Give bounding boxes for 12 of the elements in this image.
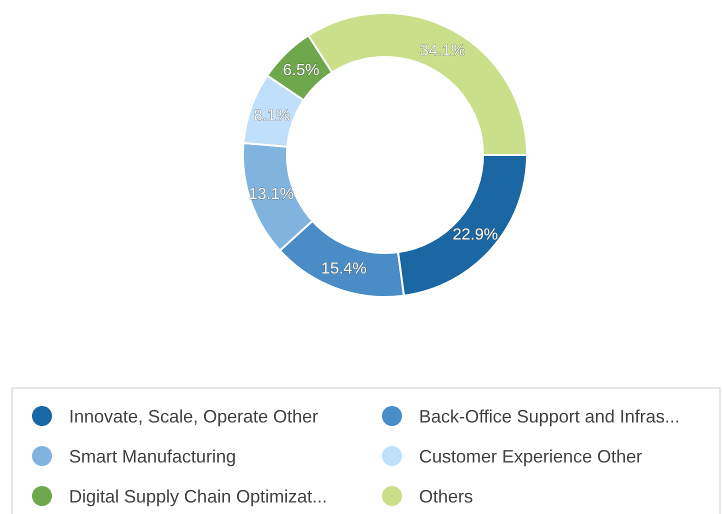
- data-label: 6.5%: [282, 62, 320, 79]
- legend-label: Smart Manufacturing: [69, 446, 236, 466]
- data-label: 34.1%: [420, 42, 466, 60]
- data-label: 13.1%: [248, 186, 294, 204]
- data-label: 15.4%: [321, 260, 367, 278]
- legend-label: Innovate, Scale, Operate Other: [69, 406, 318, 426]
- legend-label: Digital Supply Chain Optimizat...: [69, 486, 328, 506]
- legend-label: Others: [419, 486, 474, 506]
- data-label: 22.9%: [452, 226, 498, 244]
- legend-label: Back-Office Support and Infras...: [419, 406, 680, 426]
- legend-label: Customer Experience Other: [419, 446, 642, 466]
- data-label: 8.1%: [254, 108, 290, 125]
